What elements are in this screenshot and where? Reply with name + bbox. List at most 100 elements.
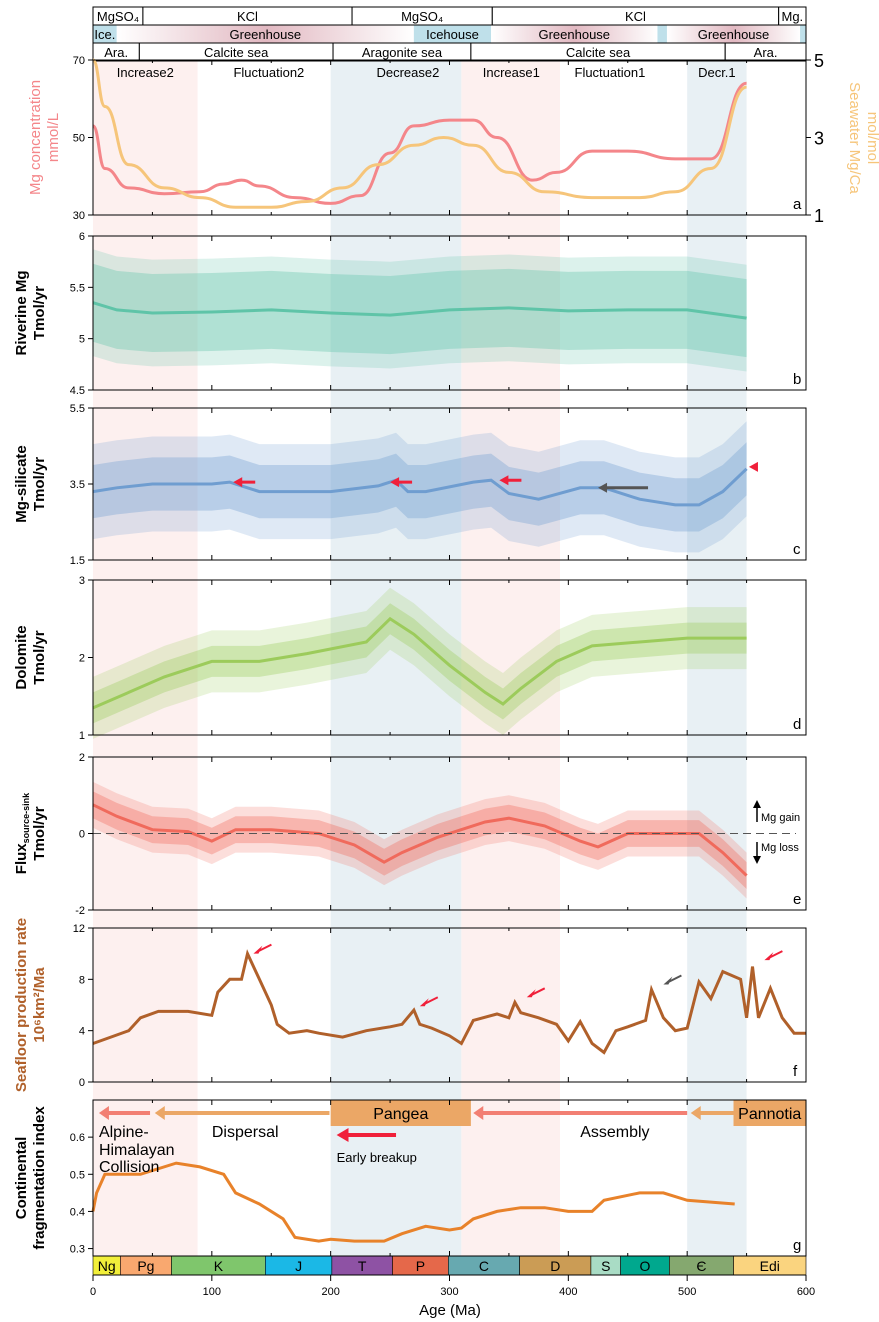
mean-line	[92, 467, 748, 507]
right-tick-label: 5	[814, 51, 824, 71]
arrow-head-icon	[753, 856, 761, 864]
header-cell	[666, 25, 801, 43]
annotation-arrow-icon	[764, 952, 774, 961]
y-tick-label: 2	[79, 752, 85, 764]
header-cell	[657, 25, 667, 43]
annotation-arrow-icon	[390, 477, 400, 488]
header-label: Calcite sea	[204, 45, 269, 60]
y-tick-label: 0.6	[70, 1132, 85, 1144]
panel-letter: a	[793, 196, 802, 213]
y-tick-label: 12	[73, 923, 85, 935]
supercontinent-label: Pannotia	[738, 1106, 801, 1123]
y-tick-label: 6	[79, 231, 85, 243]
series-line	[91, 1161, 735, 1243]
annotation-label: Assembly	[580, 1124, 649, 1141]
y-tick-label: -2	[75, 905, 85, 917]
header-label: Mg.	[781, 9, 803, 24]
period-label: Ng	[98, 1258, 116, 1274]
y-axis-label: Tmol/yr	[31, 286, 48, 340]
arrow-left-icon	[98, 1106, 109, 1120]
phase-label: Decr.1	[698, 65, 736, 80]
header-label: Ara.	[754, 45, 778, 60]
y-tick-label: 0.5	[70, 1169, 85, 1181]
y-tick-label: 3.5	[70, 479, 85, 491]
header-label: Icehouse	[426, 27, 479, 42]
period-label: Є	[696, 1258, 706, 1274]
header-cell	[491, 25, 658, 43]
x-tick-label: 0	[90, 1286, 96, 1298]
period-label: Pg	[137, 1258, 154, 1274]
annotation-arrow-icon	[253, 945, 263, 954]
y-tick-label: 4.5	[70, 385, 85, 397]
right-axis-label: Seawater Mg/Ca	[846, 82, 863, 194]
mg-gain-label: Mg gain	[761, 812, 800, 824]
header-label: Ice.	[94, 27, 115, 42]
panel-letter: d	[793, 716, 801, 733]
y-axis-label: Tmol/yr	[31, 630, 48, 684]
y-tick-label: 5	[79, 334, 85, 346]
y-tick-label: 1	[79, 730, 85, 742]
header-label: Greenhouse	[538, 27, 610, 42]
header-label: Greenhouse	[698, 27, 770, 42]
y-tick-label: 5.5	[70, 403, 85, 415]
y-tick-label: 70	[73, 55, 85, 67]
period-label: K	[214, 1258, 224, 1274]
period-shading	[93, 60, 198, 1256]
y-tick-label: 3	[79, 575, 85, 587]
arrow-left-icon	[473, 1106, 484, 1120]
header-label: KCl	[625, 9, 646, 24]
panel-letter: e	[793, 891, 801, 908]
panel-letter: g	[793, 1237, 801, 1254]
y-axis-label: mmol/L	[45, 113, 62, 162]
y-tick-label: 0.3	[70, 1244, 85, 1256]
header-cell	[93, 25, 117, 43]
mg-loss-label: Mg loss	[761, 842, 799, 854]
annotation-arrow-icon	[526, 989, 536, 998]
phase-label: Decrease2	[376, 65, 439, 80]
annotation-arrow-icon	[598, 482, 608, 493]
y-axis-label: Dolomite	[13, 625, 30, 689]
panel-e: Mg gain Mg loss e -2 0 2 Fluxsource-sink Tmol/y…	[13, 752, 807, 917]
inner-band	[93, 603, 747, 724]
supercontinent-box	[733, 1100, 806, 1126]
y-tick-label: 8	[79, 974, 85, 986]
period-shading	[461, 60, 561, 1256]
y-tick-label: 2	[79, 653, 85, 665]
mean-line	[92, 616, 747, 710]
annotation-arrow-icon	[419, 998, 429, 1007]
header-cell	[413, 25, 492, 43]
y-axis-label: Seafloor production rate	[13, 918, 30, 1092]
outer-band	[93, 781, 747, 899]
x-tick-label: 500	[678, 1286, 696, 1298]
panel-d: d 1 2 3 Dolomite Tmol/yr	[13, 575, 807, 742]
inner-band	[93, 263, 747, 358]
arrow-head-icon	[753, 800, 761, 808]
annotation-label: Collision	[99, 1159, 159, 1176]
period-label: D	[550, 1258, 560, 1274]
panel-letter: f	[793, 1063, 798, 1080]
annotation-arrow-icon	[748, 461, 758, 472]
y-axis-label: Mg-silicate	[13, 445, 30, 523]
panel-letter: c	[793, 541, 801, 558]
right-axis-label: mol/mol	[864, 112, 879, 165]
inner-band	[93, 791, 747, 889]
header-label: MgSO₄	[97, 9, 139, 24]
series-line	[91, 81, 748, 205]
series-line	[92, 949, 806, 1055]
supercontinent-label: Pangea	[373, 1106, 428, 1123]
panel-c: c 1.5 3.5 5.5 Mg-silicate Tmol/yr	[13, 403, 807, 567]
phase-label: Increase1	[483, 65, 540, 80]
y-tick-label: 0	[79, 1077, 85, 1089]
header-label: MgSO₄	[401, 9, 443, 24]
period-label: C	[479, 1258, 489, 1274]
period-label: J	[295, 1258, 302, 1274]
annotation-label: Alpine-	[99, 1124, 149, 1141]
y-axis-label: Riverine Mg	[13, 270, 30, 355]
phase-label: Fluctuation2	[233, 65, 304, 80]
annotation-arrow-icon	[233, 477, 243, 488]
y-axis-label: Tmol/yr	[31, 457, 48, 511]
annotation-label: Dispersal	[212, 1124, 279, 1141]
panel-a: 1 3 5 Seawater Mg/Ca mol/mol a 30 50 70 Mg concen…	[27, 51, 879, 226]
